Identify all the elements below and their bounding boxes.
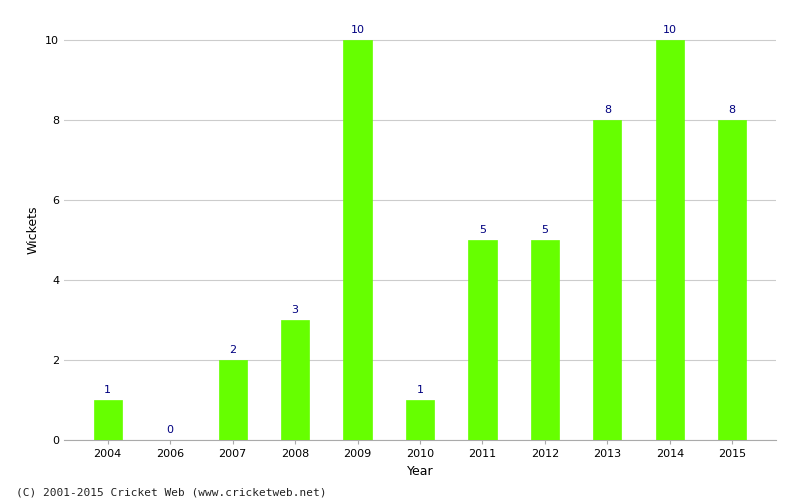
Bar xyxy=(406,400,434,440)
Bar xyxy=(469,240,497,440)
Y-axis label: Wickets: Wickets xyxy=(26,206,39,254)
Text: 1: 1 xyxy=(417,385,423,395)
Bar xyxy=(281,320,309,440)
Text: 5: 5 xyxy=(479,225,486,235)
Text: 10: 10 xyxy=(350,25,365,35)
X-axis label: Year: Year xyxy=(406,464,434,477)
Text: 1: 1 xyxy=(104,385,111,395)
Bar xyxy=(594,120,622,440)
Bar xyxy=(94,400,122,440)
Bar xyxy=(343,40,371,440)
Text: 2: 2 xyxy=(229,345,236,355)
Text: (C) 2001-2015 Cricket Web (www.cricketweb.net): (C) 2001-2015 Cricket Web (www.cricketwe… xyxy=(16,488,326,498)
Text: 8: 8 xyxy=(729,105,736,115)
Bar xyxy=(656,40,684,440)
Bar xyxy=(218,360,246,440)
Text: 5: 5 xyxy=(542,225,549,235)
Text: 0: 0 xyxy=(166,425,174,435)
Bar xyxy=(718,120,746,440)
Text: 8: 8 xyxy=(604,105,611,115)
Text: 3: 3 xyxy=(291,305,298,315)
Bar xyxy=(531,240,559,440)
Text: 10: 10 xyxy=(663,25,677,35)
